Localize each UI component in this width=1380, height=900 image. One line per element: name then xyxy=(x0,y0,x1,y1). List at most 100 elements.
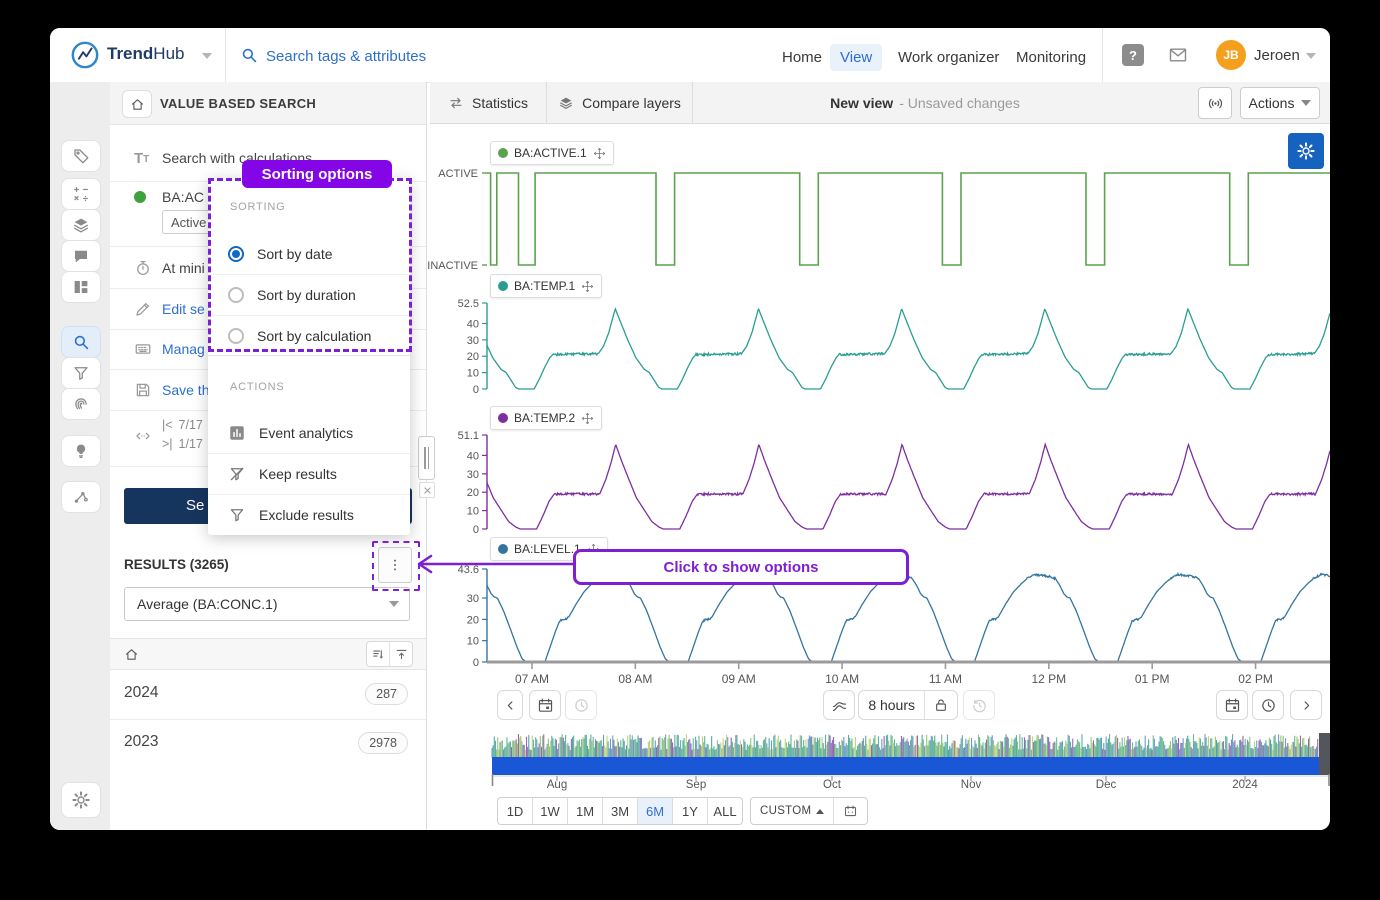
actions-button[interactable]: Actions xyxy=(1240,87,1320,119)
sidebar-item-comments[interactable] xyxy=(61,240,101,272)
tag-row[interactable]: BA:AC xyxy=(110,184,426,210)
chip-label: Active xyxy=(171,214,207,230)
sidebar-item-recommendations[interactable] xyxy=(61,435,101,467)
actions-section-header: ACTIONS xyxy=(230,381,285,393)
help-icon[interactable]: ? xyxy=(1122,44,1144,66)
tag-icon xyxy=(72,147,90,165)
range-all-button[interactable]: ALL xyxy=(707,798,742,824)
aggregate-dropdown[interactable]: Average (BA:CONC.1) xyxy=(124,587,410,621)
year-label: 2023 xyxy=(124,733,159,750)
user-name[interactable]: Jeroen xyxy=(1254,47,1300,64)
sort-by-duration-option[interactable]: Sort by duration xyxy=(208,274,410,315)
keep-results-action[interactable]: Keep results xyxy=(208,453,410,494)
collapse-icon xyxy=(394,647,409,662)
panel-home-button[interactable] xyxy=(122,90,152,118)
sidebar-item-tags[interactable] xyxy=(61,140,101,172)
sidebar-item-fingerprint[interactable] xyxy=(61,388,101,420)
panel-resize-handle[interactable] xyxy=(418,436,435,480)
end-date-button[interactable] xyxy=(1216,690,1248,720)
sidebar-item-calculations[interactable] xyxy=(61,178,101,210)
filter-icon xyxy=(72,364,90,382)
svg-text:0: 0 xyxy=(473,384,479,396)
event-analytics-icon xyxy=(228,424,246,442)
broadcast-button[interactable] xyxy=(1198,87,1232,119)
svg-text:09 AM: 09 AM xyxy=(722,672,756,686)
at-minimum-row[interactable]: At mini xyxy=(110,248,426,288)
nav-link-home[interactable]: Home xyxy=(782,49,823,66)
sorting-options-badge: Sorting options xyxy=(242,160,392,188)
sidebar-item-dashboard[interactable] xyxy=(61,271,101,303)
month-label: Sep xyxy=(685,779,707,791)
at-minimum-label: At mini xyxy=(162,260,205,276)
svg-text:02 PM: 02 PM xyxy=(1238,672,1273,686)
sidebar-item-filter[interactable] xyxy=(61,357,101,389)
range-3m-button[interactable]: 3M xyxy=(602,798,637,824)
sidebar-item-context[interactable] xyxy=(61,481,101,513)
pagination-first-value: 7/17 xyxy=(178,418,203,432)
svg-text:0: 0 xyxy=(473,657,479,669)
pan-left-button[interactable] xyxy=(497,690,523,720)
pagination-last[interactable]: >| 1/17 xyxy=(162,437,203,451)
compare-layers-button[interactable]: Compare layers xyxy=(547,82,693,124)
svg-text:52.5: 52.5 xyxy=(458,298,479,310)
duration-group: 8 hours xyxy=(858,690,958,720)
range-1y-button[interactable]: 1Y xyxy=(672,798,707,824)
result-row-2024[interactable]: 2024 287 xyxy=(110,670,426,720)
pagination-first[interactable]: |< 7/17 xyxy=(162,418,203,432)
start-time-button[interactable] xyxy=(565,690,597,720)
duration-value[interactable]: 8 hours xyxy=(868,697,916,713)
chart-settings-button[interactable] xyxy=(1288,133,1324,169)
sidebar-item-search[interactable] xyxy=(61,326,101,358)
legend-ba-temp-2[interactable]: BA:TEMP.2 xyxy=(490,406,603,430)
brand-chevron-down-icon[interactable] xyxy=(202,53,212,59)
lock-duration-button[interactable] xyxy=(924,691,957,719)
search-icon xyxy=(72,333,90,351)
sidebar-item-layers[interactable] xyxy=(61,209,101,241)
event-analytics-action[interactable]: Event analytics xyxy=(208,412,410,453)
custom-range-picker-button[interactable] xyxy=(833,798,867,824)
edit-search-link[interactable]: Edit se xyxy=(110,289,426,329)
chevron-down-icon xyxy=(1301,100,1312,106)
avatar[interactable]: JB xyxy=(1216,40,1246,70)
move-icon xyxy=(581,412,594,425)
count-badge: 287 xyxy=(365,683,408,705)
radio-icon[interactable] xyxy=(228,328,244,344)
trend-mode-button[interactable] xyxy=(823,690,855,720)
range-1d-button[interactable]: 1D xyxy=(506,803,524,819)
manage-link[interactable]: Manag xyxy=(110,329,426,369)
exclude-results-action[interactable]: Exclude results xyxy=(208,494,410,535)
end-time-button[interactable] xyxy=(1252,690,1284,720)
statistics-button[interactable]: Statistics xyxy=(430,82,547,124)
global-search-input[interactable] xyxy=(264,42,668,70)
aggregate-value: Average (BA:CONC.1) xyxy=(137,596,278,612)
legend-ba-temp-1[interactable]: BA:TEMP.1 xyxy=(490,274,603,298)
sort-by-calculation-option[interactable]: Sort by calculation xyxy=(208,315,410,356)
start-date-button[interactable] xyxy=(529,690,561,720)
custom-range-button[interactable]: CUSTOM xyxy=(751,798,833,824)
radio-icon[interactable] xyxy=(228,287,244,303)
comment-icon xyxy=(72,247,90,265)
user-chevron-down-icon[interactable] xyxy=(1306,53,1316,59)
history-button[interactable] xyxy=(963,690,995,720)
save-search-link[interactable]: Save th xyxy=(110,370,426,410)
collapse-button[interactable] xyxy=(389,642,412,666)
sort-by-date-option[interactable]: Sort by date xyxy=(208,233,410,274)
results-options-button[interactable] xyxy=(378,547,412,583)
nav-link-view[interactable]: View xyxy=(830,44,883,71)
mail-icon[interactable] xyxy=(1167,45,1189,65)
range-1m-button[interactable]: 1M xyxy=(567,798,602,824)
legend-ba-active-1[interactable]: BA:ACTIVE.1 xyxy=(490,141,614,165)
pan-right-button[interactable] xyxy=(1290,690,1322,720)
nav-link-work-organizer[interactable]: Work organizer xyxy=(898,49,1000,66)
panel-header: VALUE BASED SEARCH xyxy=(110,82,426,125)
radio-icon[interactable] xyxy=(228,245,244,262)
range-6m-button[interactable]: 6M xyxy=(637,798,672,824)
result-row-2023[interactable]: 2023 2978 xyxy=(110,719,426,768)
nav-link-monitoring[interactable]: Monitoring xyxy=(1016,49,1087,66)
view-name: New view xyxy=(830,95,894,111)
sidebar-item-settings[interactable] xyxy=(61,782,101,818)
range-1w-button[interactable]: 1W xyxy=(532,798,567,824)
sort-descending-button[interactable] xyxy=(367,642,389,666)
calendar-icon xyxy=(537,697,554,714)
panel-close-button[interactable] xyxy=(419,482,435,498)
